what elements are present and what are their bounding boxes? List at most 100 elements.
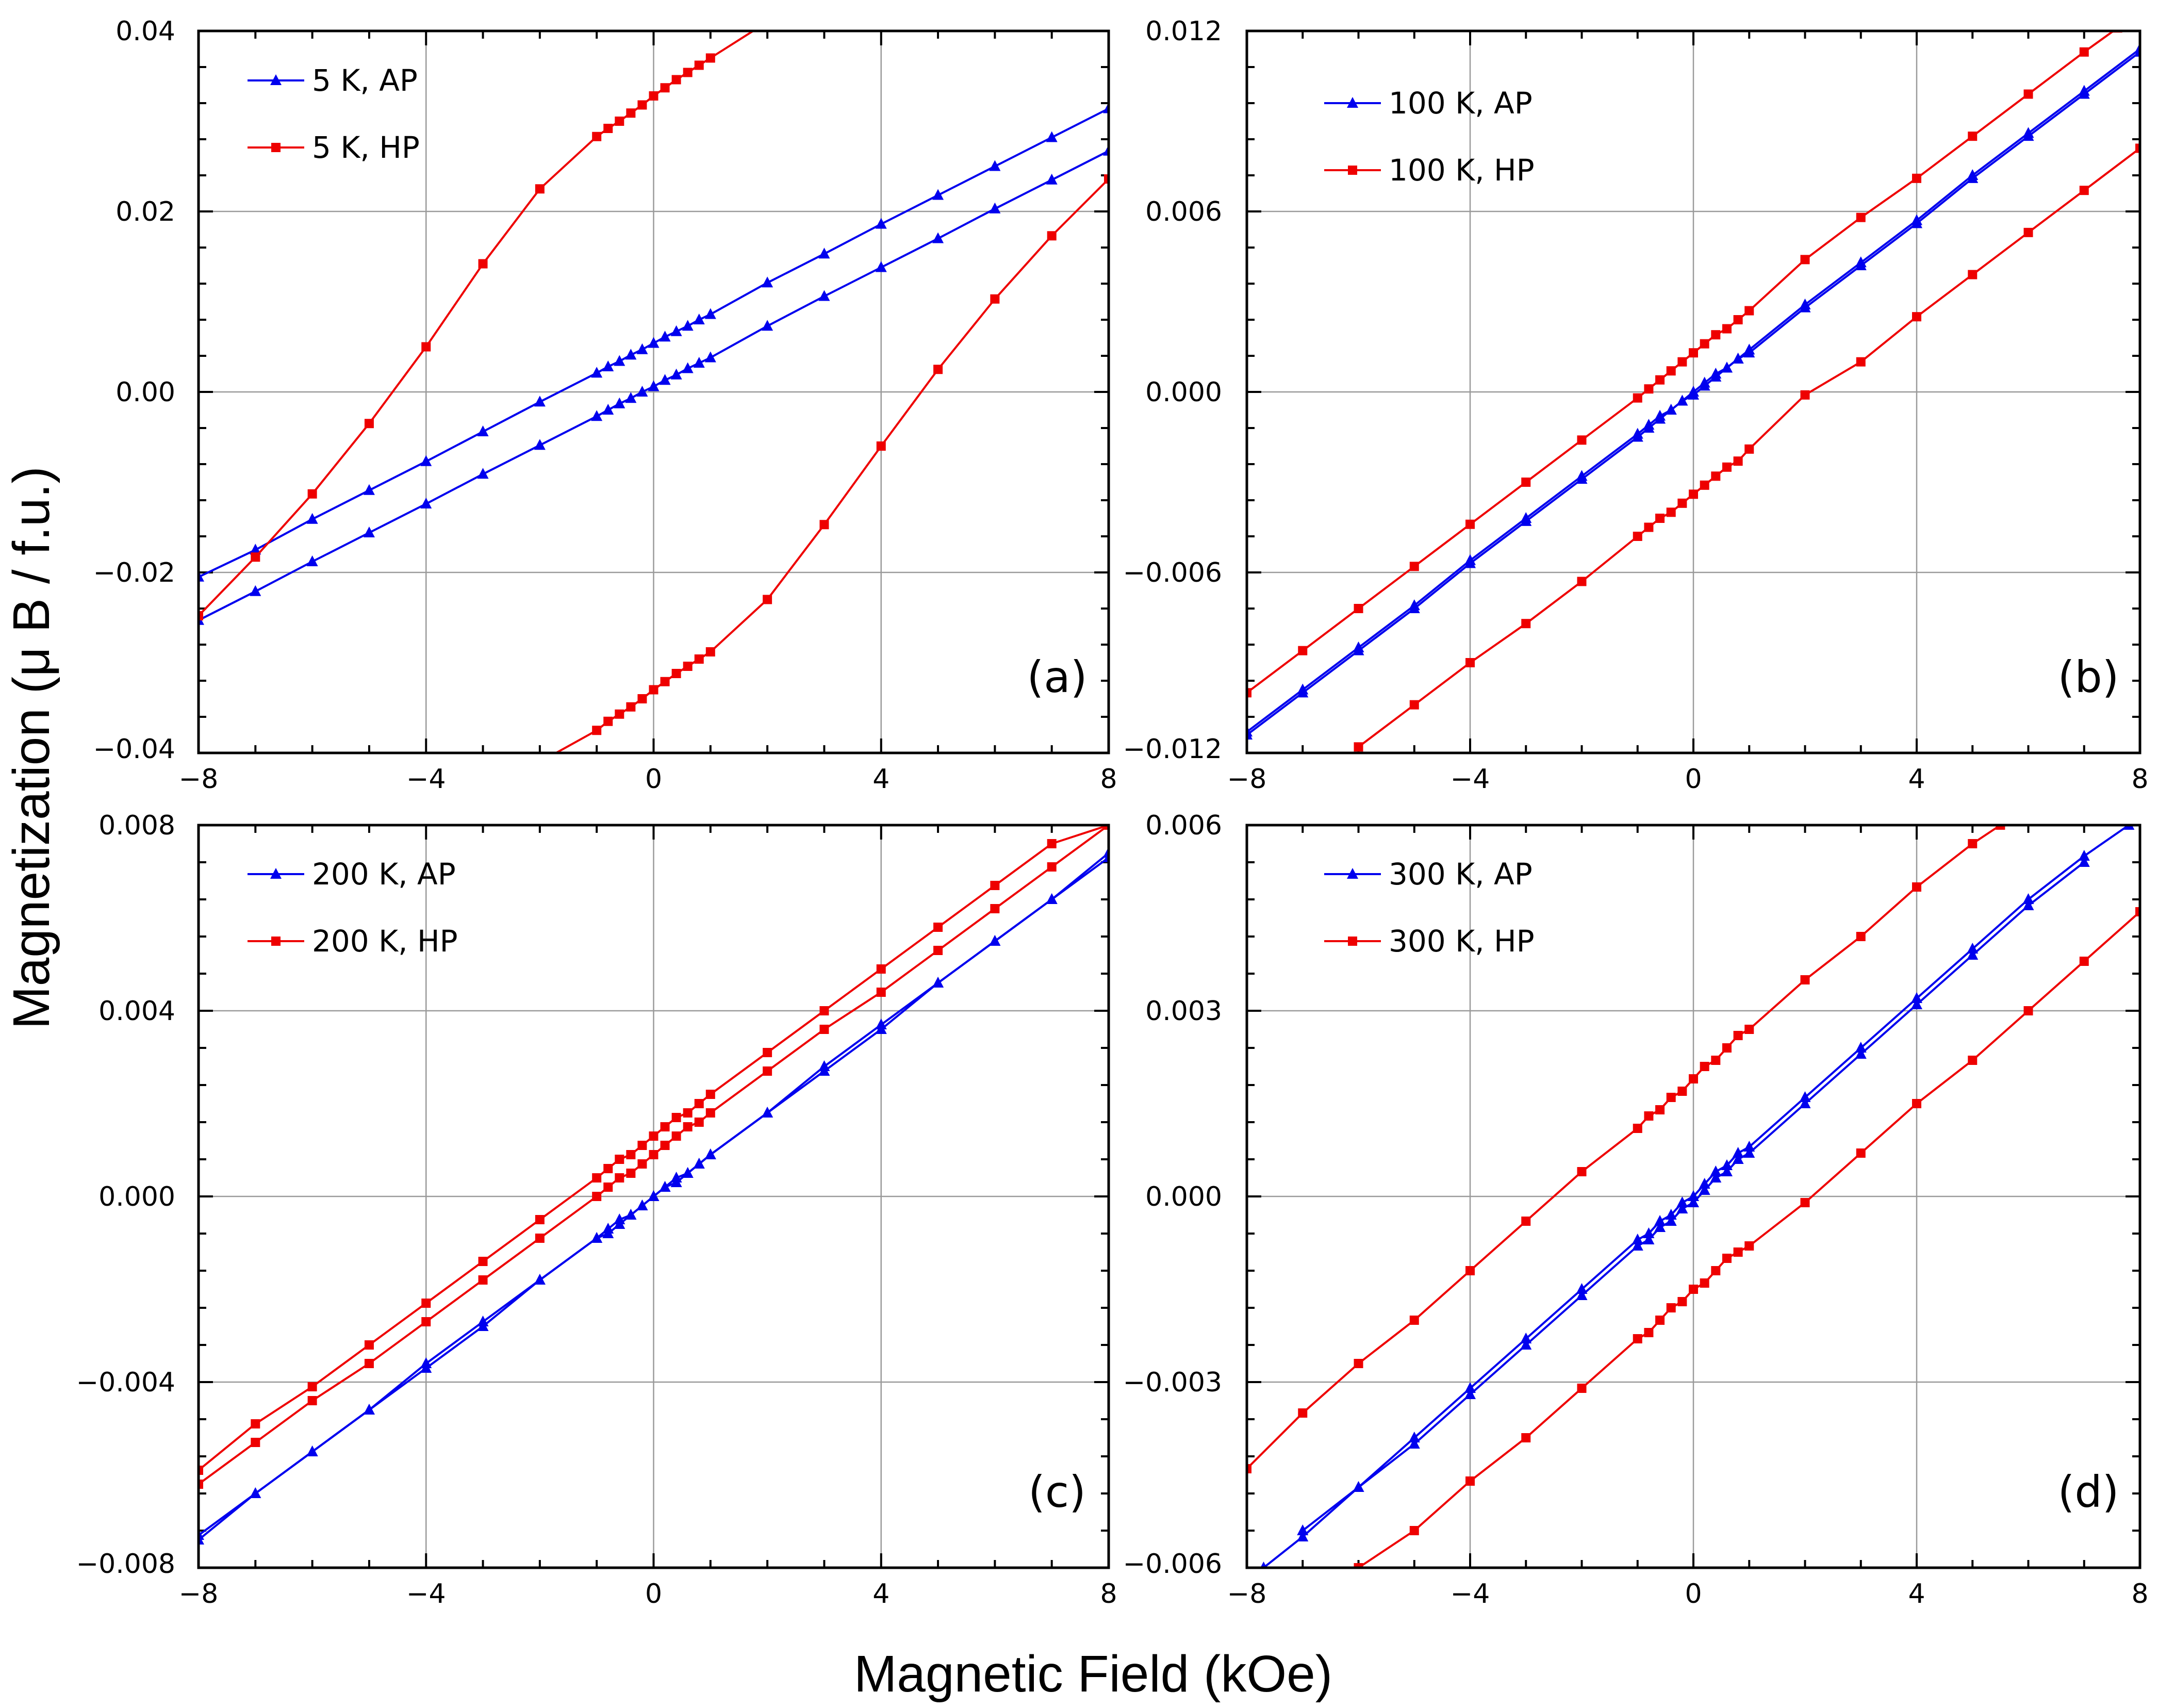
data-point-triangle: [1576, 1283, 1588, 1294]
data-point-square: [763, 18, 772, 27]
plot-area: [1247, 825, 2140, 1568]
data-point-triangle: [1710, 1172, 1722, 1183]
data-point-triangle: [614, 397, 625, 408]
data-point-triangle: [704, 308, 716, 319]
data-point-square: [1633, 532, 1642, 541]
data-point-square: [990, 294, 1000, 304]
data-point-square: [2135, 907, 2140, 916]
data-point-square: [2023, 227, 2033, 237]
data-point-square: [1633, 393, 1642, 403]
data-point-triangle: [199, 1534, 204, 1545]
y-tick-label: −0.012: [1123, 734, 1222, 765]
x-tick-label: 0: [645, 1579, 662, 1610]
data-point-square: [819, 1025, 829, 1034]
data-point-square: [603, 124, 613, 133]
data-point-triangle: [1732, 1153, 1744, 1164]
data-point-square: [1577, 1384, 1587, 1393]
data-point-square: [1968, 1056, 1978, 1065]
data-point-square: [1733, 1031, 1743, 1040]
data-point-square: [763, 1066, 772, 1076]
data-point-triangle: [534, 439, 546, 450]
data-point-triangle: [989, 160, 1001, 171]
data-point-triangle: [1721, 1165, 1733, 1176]
data-point-square: [705, 53, 715, 63]
data-point-square: [694, 1118, 704, 1127]
data-point-square: [603, 716, 613, 726]
data-point-square: [1644, 1328, 1654, 1337]
data-point-square: [1912, 1099, 1921, 1108]
data-point-square: [1800, 975, 1810, 984]
data-point-triangle: [1688, 1196, 1699, 1207]
y-tick-label: 0.00: [116, 377, 175, 408]
data-point-triangle: [1408, 1438, 1420, 1449]
y-tick-label: 0.003: [1145, 996, 1222, 1027]
data-point-triangle: [1247, 729, 1253, 740]
data-point-square: [2023, 89, 2033, 99]
data-point-triangle: [602, 1227, 614, 1238]
x-tick-label: 0: [645, 764, 662, 795]
legend-marker-triangle: [1347, 868, 1358, 879]
data-point-triangle: [1743, 1141, 1755, 1152]
y-tick-label: 0.012: [1145, 16, 1222, 47]
data-point-triangle: [989, 935, 1001, 946]
data-point-square: [592, 726, 602, 735]
x-tick-label: −8: [1227, 764, 1267, 795]
data-point-square: [705, 647, 715, 656]
data-point-triangle: [682, 320, 694, 331]
data-point-triangle: [875, 261, 887, 272]
panel-label: (b): [2058, 652, 2119, 702]
data-point-square: [1521, 619, 1531, 629]
data-point-square: [649, 1131, 658, 1141]
data-point-triangle: [1464, 1382, 1476, 1393]
data-point-triangle: [762, 276, 773, 288]
series-line-ap: [1302, 825, 2130, 1532]
data-point-triangle: [762, 320, 773, 331]
data-point-triangle: [659, 374, 671, 385]
data-point-square: [307, 1396, 317, 1405]
y-tick-label: −0.006: [1123, 1549, 1222, 1580]
legend-label: 5 K, HP: [312, 130, 420, 165]
data-point-square: [1733, 315, 1743, 324]
data-point-square: [1722, 1043, 1732, 1053]
data-point-triangle: [932, 232, 944, 243]
data-point-square: [364, 1340, 374, 1350]
legend-marker-square: [271, 937, 281, 946]
legend-label: 300 K, HP: [1389, 924, 1535, 959]
data-point-square: [1644, 1111, 1654, 1121]
y-tick-label: 0.04: [116, 16, 175, 47]
data-point-square: [1644, 522, 1654, 532]
data-point-triangle: [636, 1200, 648, 1210]
data-point-triangle: [420, 455, 432, 466]
data-point-square: [1722, 462, 1732, 472]
data-point-square: [478, 259, 488, 269]
data-point-square: [1577, 1167, 1587, 1176]
data-point-square: [2079, 186, 2089, 195]
data-point-square: [1104, 174, 1109, 184]
data-point-square: [478, 1257, 488, 1266]
data-point-square: [705, 1108, 715, 1118]
chart-panel-a: −8 −4 0 4 8 −0.04 −0.02 0.00 0.02 0.04 5 K, AP 5 K,…: [93, 16, 1117, 795]
data-point-square: [1800, 390, 1810, 400]
data-point-square: [694, 60, 704, 70]
data-point-triangle: [1632, 1240, 1643, 1251]
data-point-square: [683, 1108, 693, 1118]
data-point-square: [671, 669, 681, 678]
data-point-triangle: [2078, 850, 2090, 861]
data-point-square: [1521, 1433, 1531, 1442]
data-point-triangle: [1799, 1091, 1811, 1102]
x-tick-label: −8: [1227, 1579, 1267, 1610]
data-point-square: [637, 1141, 647, 1150]
y-tick-label: 0.006: [1145, 196, 1222, 227]
axis-frame: [197, 29, 1110, 754]
data-point-square: [1409, 562, 1419, 571]
data-point-triangle: [989, 202, 1001, 213]
data-point-square: [933, 946, 943, 955]
data-point-square: [1633, 1124, 1642, 1133]
data-point-square: [615, 1173, 624, 1183]
data-point-square: [592, 1192, 602, 1201]
data-point-square: [1744, 444, 1754, 454]
data-point-square: [364, 419, 374, 429]
x-tick-label: −8: [179, 1579, 219, 1610]
data-point-triangle: [2078, 88, 2090, 99]
data-point-square: [1711, 471, 1721, 481]
